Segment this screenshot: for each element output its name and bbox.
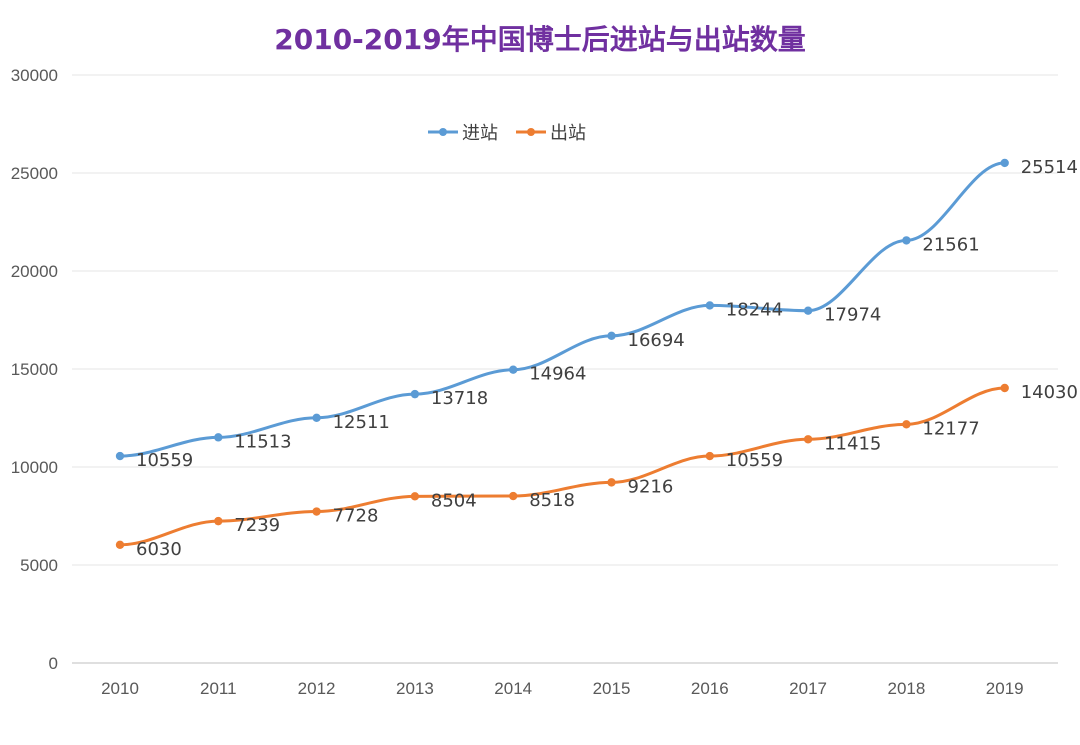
y-tick-label: 0 [49, 654, 58, 673]
y-tick-label: 20000 [11, 262, 58, 281]
data-label: 21561 [922, 234, 979, 255]
data-label: 8504 [431, 490, 477, 511]
x-tick-label: 2012 [298, 679, 336, 698]
data-label: 25514 [1021, 157, 1078, 178]
legend-marker-1 [439, 128, 447, 136]
data-label: 14964 [529, 364, 586, 385]
data-label: 18244 [726, 299, 783, 320]
data-label: 10559 [136, 450, 193, 471]
data-point [607, 478, 616, 487]
data-point [1000, 158, 1009, 168]
data-point [509, 491, 518, 501]
x-axis: 2010 2011 2012 2013 2014 2015 2016 2017 2018 2019 [101, 679, 1024, 698]
x-tick-label: 2015 [593, 679, 631, 698]
y-tick-label: 5000 [20, 556, 58, 575]
data-point [509, 365, 518, 374]
series-lines [118, 161, 1007, 547]
x-tick-label: 2018 [887, 679, 925, 698]
data-point [902, 236, 911, 245]
data-point [115, 540, 125, 550]
x-tick-label: 2017 [789, 679, 827, 698]
data-label: 10559 [726, 450, 783, 471]
series-line-2 [118, 386, 1007, 547]
data-point [803, 435, 813, 444]
data-points [115, 158, 1009, 550]
y-tick-label: 30000 [11, 66, 58, 85]
legend: 进站 出站 [428, 123, 586, 144]
x-tick-label: 2014 [494, 679, 532, 698]
legend-label-2: 出站 [550, 123, 586, 144]
data-label: 7239 [234, 515, 280, 536]
data-point [1000, 383, 1009, 393]
data-label: 6030 [136, 539, 182, 560]
data-label: 9216 [628, 476, 674, 497]
chart-title: 2010-2019年中国博士后进站与出站数量 [274, 23, 806, 56]
data-point [312, 507, 321, 516]
data-label: 7728 [333, 506, 379, 527]
data-label: 17974 [824, 305, 881, 326]
data-label: 14030 [1021, 382, 1078, 403]
data-point [115, 451, 125, 461]
data-point [705, 301, 714, 310]
data-point [410, 389, 420, 399]
data-label: 11513 [234, 431, 291, 452]
y-axis: 0 5000 10000 15000 20000 25000 30000 [11, 66, 58, 673]
y-tick-label: 15000 [11, 360, 58, 379]
x-tick-label: 2011 [200, 679, 237, 698]
data-label: 13718 [431, 388, 488, 409]
legend-marker-2 [527, 128, 535, 136]
y-tick-label: 10000 [11, 458, 58, 477]
data-label: 12177 [922, 418, 979, 439]
series-line-1 [118, 161, 1007, 458]
y-tick-label: 25000 [11, 164, 58, 183]
data-point [312, 413, 321, 422]
data-point [902, 420, 911, 429]
data-label: 8518 [529, 490, 575, 511]
data-point [803, 306, 813, 315]
x-tick-label: 2013 [396, 679, 434, 698]
legend-label-1: 进站 [462, 123, 498, 144]
data-point [214, 516, 223, 526]
data-point [410, 492, 420, 501]
gridlines [72, 74, 1058, 664]
data-point [214, 433, 223, 442]
x-tick-label: 2010 [101, 679, 139, 698]
data-label: 16694 [628, 330, 685, 351]
data-point [705, 451, 714, 461]
data-point [607, 331, 616, 340]
x-tick-label: 2016 [691, 679, 729, 698]
x-tick-label: 2019 [986, 679, 1024, 698]
data-label: 12511 [333, 412, 390, 433]
data-labels: 10559 11513 12511 13718 14964 16694 18244 17974… [136, 157, 1078, 560]
data-label: 11415 [824, 433, 881, 454]
